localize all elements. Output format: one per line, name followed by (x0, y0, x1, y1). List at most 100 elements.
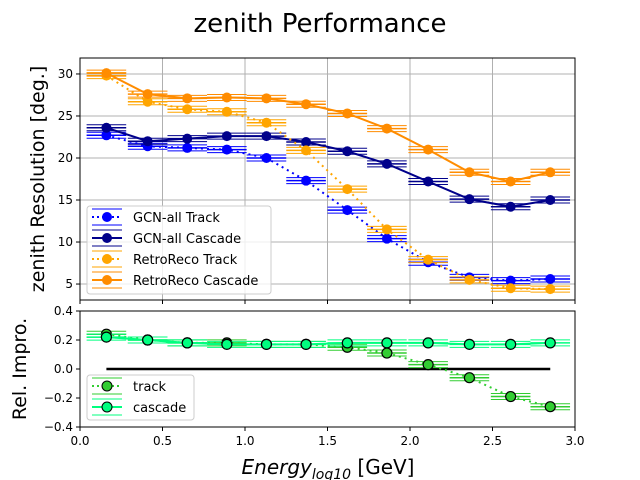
data-point (260, 338, 273, 350)
data-point (505, 201, 516, 212)
x-axis-label: Energylog10 [GeV] (242, 455, 415, 480)
legend-marker (102, 233, 112, 243)
data-point (423, 254, 434, 265)
data-point (301, 175, 312, 186)
data-point (261, 131, 272, 142)
series-line (105, 74, 551, 291)
data-point (544, 337, 556, 349)
data-point (505, 390, 517, 403)
data-point (422, 359, 434, 371)
x-tick-label: 0.0 (70, 434, 89, 448)
bottom-y-label: Rel. Impro. (9, 318, 31, 420)
data-point (342, 108, 353, 119)
data-point (423, 144, 434, 155)
data-point (342, 205, 353, 216)
data-point (545, 273, 556, 284)
data-point (221, 106, 232, 117)
legend-label: GCN-all Cascade (133, 232, 241, 247)
series-line (106, 126, 551, 208)
top-y-label: zenith Resolution [deg.] (27, 66, 49, 293)
data-point (381, 233, 392, 244)
x-tick-label: 1.0 (235, 434, 254, 448)
legend-marker (101, 380, 113, 392)
data-point (423, 176, 434, 187)
data-point (505, 275, 516, 286)
data-point (342, 146, 353, 157)
data-point (221, 131, 232, 142)
data-point (463, 372, 475, 384)
data-point (182, 93, 193, 104)
legend (86, 205, 272, 295)
bottom-panel: 0.0 0.5 1.0 1.5 2.0 2.5 3.0 0.4 0.2 0.0 −0.2 −0.4 tr… (44, 304, 585, 448)
y-tick-label: 20 (58, 151, 73, 165)
legend-label: RetroReco Track (133, 253, 238, 268)
data-point (464, 167, 475, 178)
data-point (101, 68, 112, 79)
data-point (381, 158, 392, 169)
y-tick-label: 30 (58, 67, 73, 81)
legend-label: RetroReco Cascade (133, 274, 258, 289)
x-tick-label: 2.0 (400, 434, 419, 448)
data-point (464, 274, 475, 285)
y-tick-label: −0.4 (44, 420, 73, 434)
y-tick-label: 25 (58, 109, 73, 123)
legend-label: cascade (133, 401, 186, 416)
data-point (300, 338, 312, 350)
data-point (221, 92, 232, 103)
chart-title: zenith Performance (193, 9, 446, 39)
data-point (422, 337, 434, 349)
data-point (381, 337, 393, 349)
y-tick-label: 0.4 (54, 304, 73, 318)
data-point (261, 152, 272, 163)
x-tick-label: 1.5 (318, 434, 337, 448)
data-point (381, 224, 392, 235)
legend-label: GCN-all Track (133, 211, 220, 226)
data-point (381, 123, 392, 134)
y-tick-label: 5 (65, 277, 73, 291)
y-tick-label: 0.2 (54, 333, 73, 347)
data-point (221, 338, 233, 350)
data-point (342, 184, 353, 195)
data-point (182, 104, 193, 115)
data-point (181, 337, 193, 349)
data-point (544, 401, 556, 413)
data-point (545, 167, 556, 178)
series-line (105, 72, 551, 183)
data-point (101, 130, 112, 141)
data-point (301, 137, 312, 148)
data-point (261, 117, 272, 128)
data-point (341, 337, 353, 349)
data-point (545, 284, 556, 295)
data-point (301, 99, 312, 110)
legend-marker (102, 212, 112, 222)
data-point (142, 136, 153, 147)
data-point (182, 133, 193, 144)
legend-marker (101, 401, 113, 413)
x-tick-label: 0.5 (153, 434, 172, 448)
legend-marker (102, 275, 112, 285)
data-point (261, 93, 272, 104)
y-tick-label: 0.0 (54, 362, 73, 376)
legend-marker (102, 254, 112, 264)
data-point (463, 338, 475, 350)
data-point (101, 122, 112, 133)
y-tick-label: 15 (58, 193, 73, 207)
data-point (505, 283, 516, 294)
x-tick-label: 2.5 (483, 434, 502, 448)
data-point (301, 145, 312, 156)
data-point (142, 334, 154, 346)
data-point (505, 176, 516, 187)
axes-frame (79, 57, 576, 301)
y-tick-label: −0.2 (44, 391, 73, 405)
data-point (182, 142, 193, 153)
data-point (142, 89, 153, 100)
data-point (381, 347, 393, 359)
data-point (545, 195, 556, 206)
axes-frame (79, 310, 576, 428)
data-point (142, 96, 153, 107)
data-point (221, 144, 232, 155)
data-point (100, 331, 113, 343)
data-point (505, 338, 517, 350)
x-tick-label: 3.0 (565, 434, 584, 448)
